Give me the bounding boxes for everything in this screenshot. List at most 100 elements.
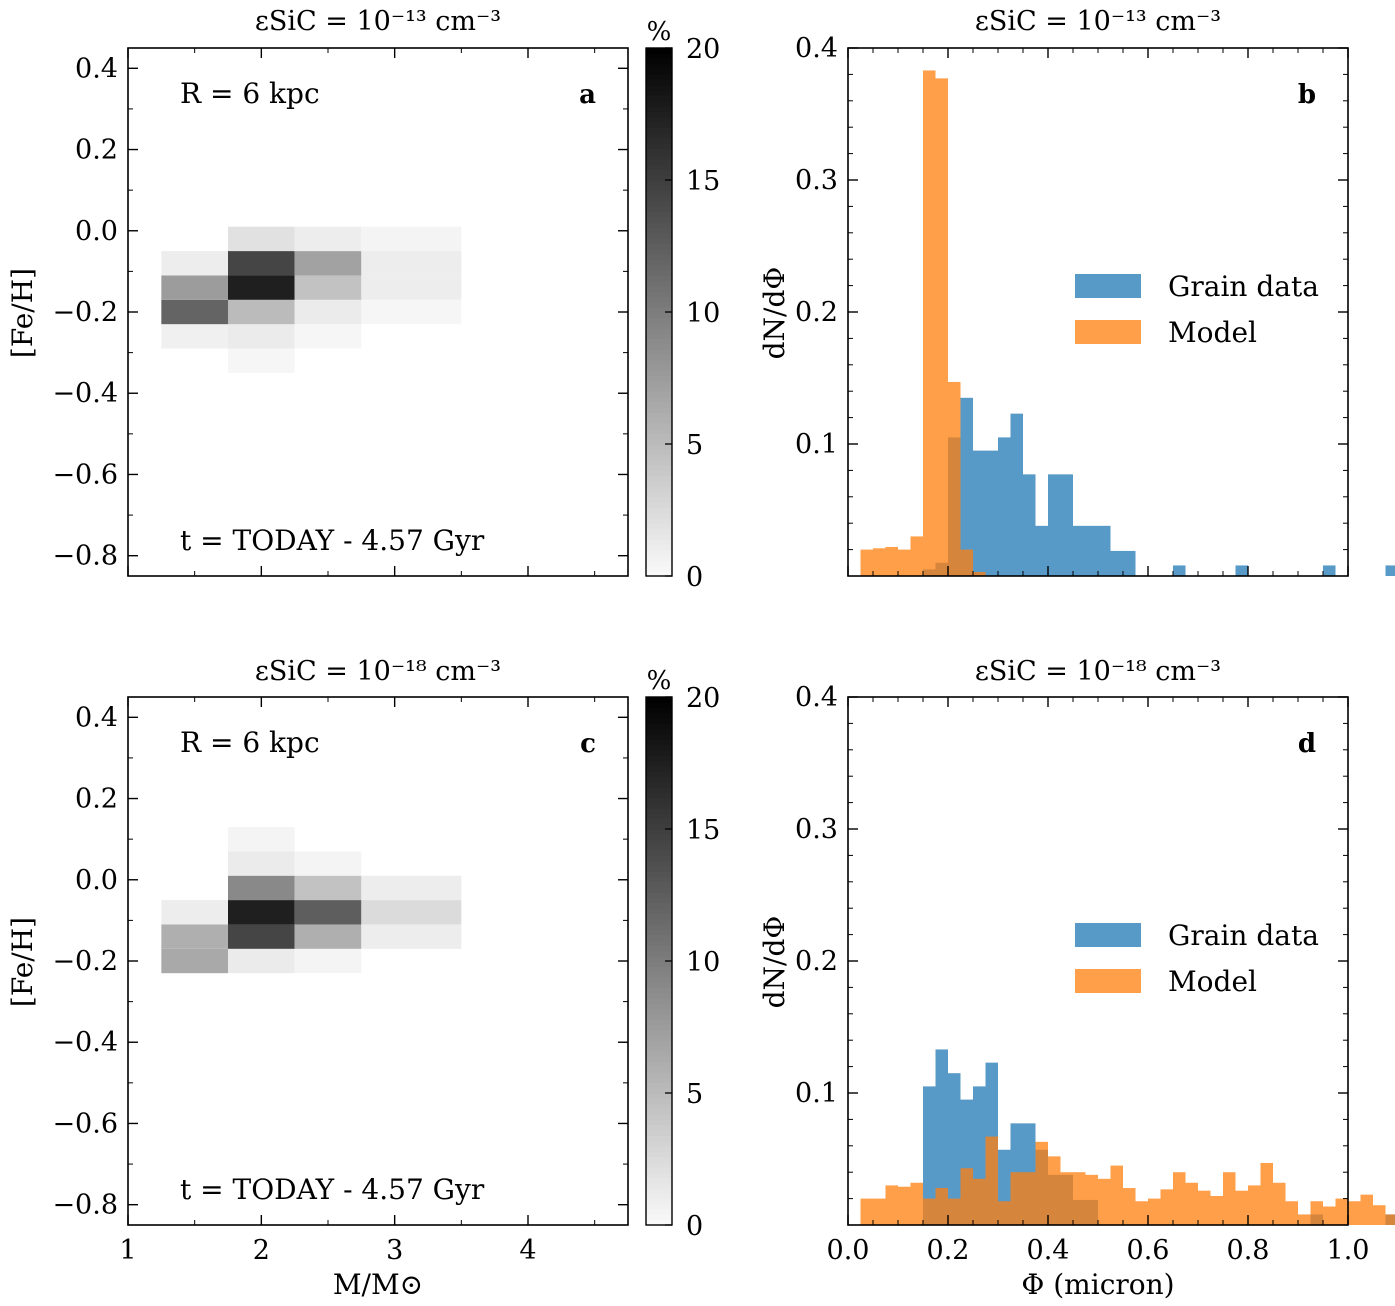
- panel-a-ticks: −0.8 −0.6 −0.4 −0.2 0.0 0.2 0.4: [52, 48, 628, 576]
- colorbar-step: [646, 338, 672, 345]
- colorbar-step: [646, 570, 672, 577]
- colorbar-step: [646, 1087, 672, 1094]
- colorbar-step: [646, 1172, 672, 1179]
- heatmap-cell: [228, 324, 295, 349]
- colorbar-tick-label: 20: [686, 683, 720, 714]
- colorbar-step: [646, 1003, 672, 1010]
- model-bar: [935, 78, 948, 577]
- xtick-label: 0.0: [827, 1235, 870, 1266]
- colorbar-step: [646, 765, 672, 772]
- panel-d-title: εSiC = 10⁻¹⁸ cm⁻³: [975, 656, 1221, 687]
- colorbar-step: [646, 892, 672, 899]
- colorbar-step: [646, 1103, 672, 1110]
- ytick-label: 0.1: [795, 1078, 838, 1109]
- colorbar-step: [646, 908, 672, 915]
- colorbar-step: [646, 1203, 672, 1210]
- colorbar-step: [646, 739, 672, 746]
- colorbar-step: [646, 486, 672, 493]
- colorbar-step: [646, 850, 672, 856]
- ytick-label: 0.3: [795, 165, 838, 196]
- colorbar-step: [646, 348, 672, 355]
- colorbar-step: [646, 702, 672, 709]
- colorbar-step: [646, 121, 672, 128]
- colorbar-step: [646, 74, 672, 81]
- colorbar-step: [646, 1198, 672, 1205]
- colorbar-step: [646, 971, 672, 978]
- heatmap-cell: [228, 875, 295, 901]
- colorbar-step: [646, 180, 672, 186]
- model-bar: [935, 1188, 948, 1225]
- colorbar-step: [646, 364, 672, 371]
- model-bar: [1035, 1141, 1048, 1225]
- panel-c-colorbar-label: %: [647, 666, 672, 696]
- colorbar-step: [646, 776, 672, 783]
- colorbar-step: [646, 1219, 672, 1226]
- colorbar-step: [646, 1135, 672, 1142]
- panel-c-cells: [161, 826, 462, 974]
- colorbar-step: [646, 48, 672, 54]
- model-bar: [960, 1168, 973, 1225]
- colorbar-step: [646, 897, 672, 904]
- colorbar-step: [646, 1182, 672, 1189]
- colorbar-step: [646, 760, 672, 767]
- legend-swatch-model: [1075, 320, 1141, 344]
- panel-a-colorbar: 0 5 10 15 20: [645, 34, 720, 593]
- colorbar-step: [646, 1145, 672, 1152]
- grain-bar: [1048, 474, 1061, 576]
- colorbar-step: [646, 227, 672, 234]
- colorbar-step: [646, 1177, 672, 1184]
- colorbar-step: [646, 312, 672, 318]
- colorbar-step: [646, 1056, 672, 1062]
- colorbar-step: [646, 1129, 672, 1136]
- grain-bar: [1235, 565, 1248, 576]
- model-bar: [1373, 1205, 1386, 1225]
- colorbar-step: [646, 1166, 672, 1173]
- colorbar-step: [646, 512, 672, 519]
- model-bar: [885, 546, 898, 576]
- heatmap-cell: [294, 275, 362, 300]
- colorbar-step: [646, 749, 672, 756]
- model-bar: [1385, 1214, 1395, 1225]
- panel-c-annotation-r: R = 6 kpc: [180, 726, 320, 759]
- ytick-label: −0.4: [52, 378, 118, 409]
- grain-bar: [973, 450, 986, 576]
- colorbar-step: [646, 58, 672, 65]
- heatmap-cell: [228, 251, 295, 276]
- model-bar: [1335, 1198, 1348, 1225]
- colorbar-step: [646, 544, 672, 551]
- model-bar: [1123, 1188, 1136, 1225]
- colorbar-step: [646, 865, 672, 872]
- colorbar-step: [646, 792, 672, 798]
- heatmap-cell: [361, 924, 462, 949]
- heatmap-cell: [294, 875, 362, 901]
- colorbar-step: [646, 961, 672, 967]
- model-bar: [873, 548, 886, 576]
- colorbar-step: [646, 385, 672, 392]
- ytick-label: 0.4: [75, 702, 118, 733]
- heatmap-cell: [294, 226, 362, 252]
- heatmap-cell: [161, 251, 228, 276]
- colorbar-step: [646, 929, 672, 936]
- colorbar-step: [646, 1156, 672, 1163]
- model-bar: [1023, 1172, 1036, 1225]
- panel-b: εSiC = 10⁻¹³ cm⁻³ dN/dΦ 0.1 0.2 0.3 0.4 b G…: [758, 6, 1395, 577]
- heatmap-cell: [161, 900, 228, 925]
- model-bar: [1110, 1165, 1123, 1225]
- colorbar-step: [646, 317, 672, 324]
- colorbar-step: [646, 1045, 672, 1052]
- colorbar-step: [646, 871, 672, 878]
- legend-label-grain: Grain data: [1168, 919, 1319, 952]
- colorbar-step: [646, 839, 672, 846]
- colorbar-step: [646, 1140, 672, 1147]
- panel-d-ticks: 0.1 0.2 0.3 0.4 0.0 0.2 0.4 0.6 0.8 1.0: [795, 682, 1369, 1266]
- colorbar-step: [646, 807, 672, 814]
- model-bar: [1285, 1201, 1298, 1225]
- model-bar: [1173, 1172, 1186, 1225]
- colorbar-step: [646, 116, 672, 123]
- colorbar-step: [646, 301, 672, 308]
- colorbar-step: [646, 918, 672, 925]
- xtick-label: 0.4: [1027, 1235, 1070, 1266]
- colorbar-step: [646, 560, 672, 567]
- model-bar: [898, 1186, 911, 1225]
- colorbar-step: [646, 1098, 672, 1105]
